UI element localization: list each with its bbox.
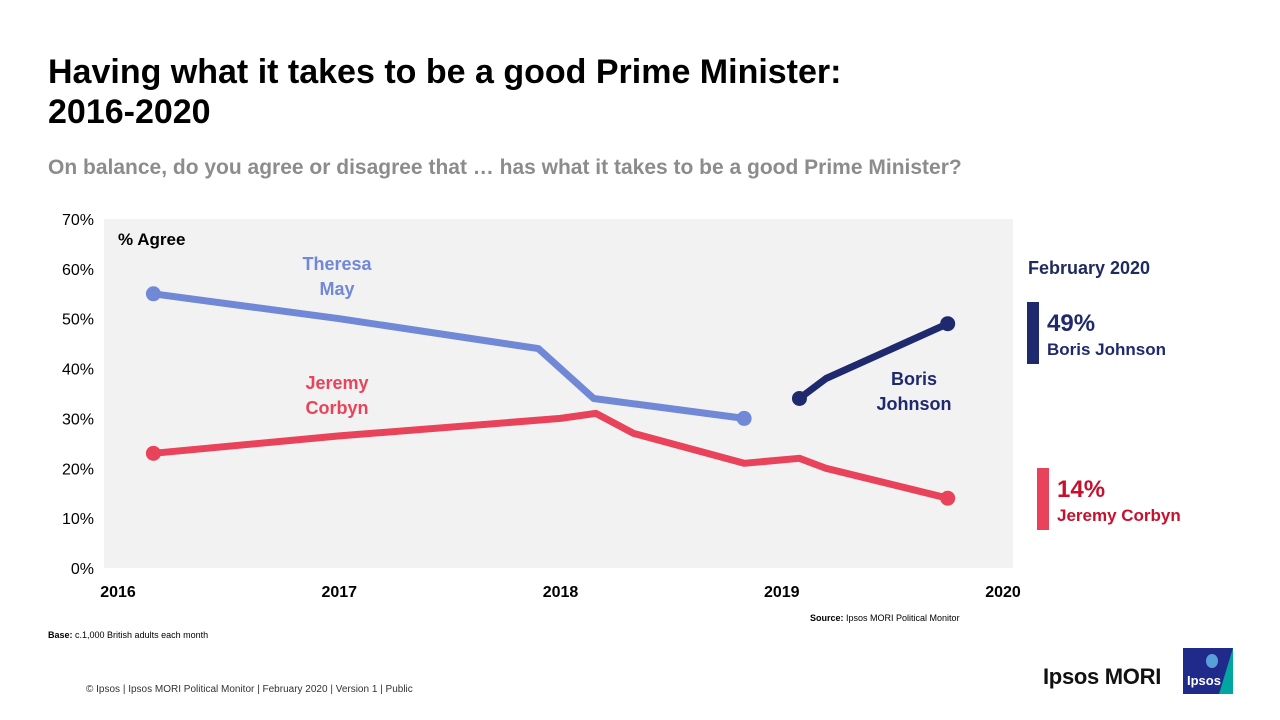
logo-text: Ipsos: [1187, 673, 1221, 688]
brand-name: Ipsos MORI: [1043, 664, 1162, 689]
y-tick-label: 20%: [62, 461, 94, 478]
side-panel-date: February 2020: [1028, 258, 1151, 278]
series-point-theresa-may: [736, 410, 752, 426]
x-tick-label: 2018: [543, 584, 579, 601]
y-tick-label: 50%: [62, 312, 94, 329]
page-title: Having what it takes to be a good Prime …: [48, 52, 1148, 132]
base-text: c.1,000 British adults each month: [75, 630, 209, 640]
series-point-boris-johnson: [940, 316, 956, 332]
side-bar-jeremy-corbyn: [1037, 468, 1049, 530]
x-tick-label: 2017: [321, 584, 357, 601]
series-label-line: May: [319, 279, 354, 299]
series-label-line: Boris: [891, 369, 937, 389]
series-point-jeremy-corbyn: [145, 445, 161, 461]
logo-figure-icon: [1206, 654, 1218, 668]
series-point-boris-johnson: [791, 390, 807, 406]
title-line-2: 2016-2020: [48, 93, 211, 131]
question-subtitle: On balance, do you agree or disagree tha…: [48, 156, 962, 179]
side-bar-boris-johnson: [1027, 302, 1039, 364]
plot-background: [104, 219, 1013, 568]
series-label-line: Jeremy: [305, 373, 368, 393]
logo-teal-corner: [1219, 648, 1233, 694]
source-text: Ipsos MORI Political Monitor: [846, 613, 960, 623]
side-name-boris-johnson: Boris Johnson: [1047, 340, 1167, 359]
side-pct-jeremy-corbyn: 14%: [1057, 476, 1106, 503]
source-note: Source: Ipsos MORI Political Monitor: [810, 613, 960, 623]
series-label-boris-johnson: Boris Johnson: [877, 369, 952, 414]
y-axis-label: % Agree: [118, 230, 185, 249]
series-line-boris-johnson: [795, 320, 952, 402]
series-label-line: Johnson: [877, 394, 952, 414]
y-tick-label: 0%: [71, 561, 94, 578]
y-tick-label: 40%: [62, 362, 94, 379]
series-point-jeremy-corbyn: [940, 490, 956, 506]
x-tick-label: 2016: [100, 584, 136, 601]
series-label-jeremy-corbyn: Jeremy Corbyn: [305, 373, 368, 418]
side-name-jeremy-corbyn: Jeremy Corbyn: [1057, 506, 1181, 525]
x-tick-label: 2019: [764, 584, 800, 601]
x-tick-label: 2020: [985, 584, 1021, 601]
series-label-line: Corbyn: [306, 398, 369, 418]
series-line-theresa-may: [149, 290, 748, 422]
series-label-theresa-may: Theresa May: [302, 254, 372, 299]
y-tick-label: 60%: [62, 262, 94, 279]
footer-text: © Ipsos | Ipsos MORI Political Monitor |…: [86, 684, 413, 695]
series-point-theresa-may: [145, 286, 161, 302]
base-label: Base:: [48, 630, 73, 640]
y-tick-label: 30%: [62, 411, 94, 428]
series-label-line: Theresa: [302, 254, 372, 274]
y-tick-label: 10%: [62, 511, 94, 528]
y-tick-label: 70%: [62, 212, 94, 229]
title-line-1: Having what it takes to be a good Prime …: [48, 53, 842, 91]
ipsos-logo: Ipsos: [1183, 648, 1233, 694]
source-label: Source:: [810, 613, 844, 623]
side-pct-boris-johnson: 49%: [1047, 310, 1096, 337]
series-line-jeremy-corbyn: [149, 409, 952, 502]
base-note: Base: c.1,000 British adults each month: [48, 630, 208, 640]
